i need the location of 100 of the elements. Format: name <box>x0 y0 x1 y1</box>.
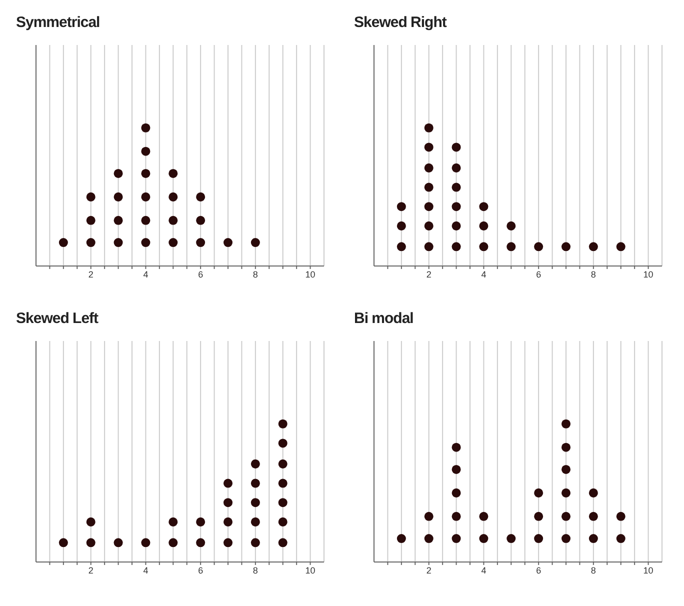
point <box>86 216 96 225</box>
point <box>588 512 598 521</box>
point <box>141 538 150 548</box>
point <box>278 459 288 468</box>
point <box>196 538 206 548</box>
point <box>278 517 288 526</box>
point <box>168 238 178 248</box>
point <box>278 498 288 508</box>
point <box>424 221 434 230</box>
point <box>168 517 178 526</box>
point <box>588 488 598 498</box>
point <box>250 517 260 526</box>
point <box>616 242 626 252</box>
point <box>141 216 150 225</box>
x-tick-label: 8 <box>590 565 596 576</box>
x-tick-label: 8 <box>252 269 258 280</box>
point <box>452 512 461 521</box>
point <box>141 238 150 248</box>
x-tick-label: 4 <box>143 565 148 576</box>
point <box>223 517 233 526</box>
point <box>278 419 288 428</box>
point <box>506 534 516 544</box>
point <box>196 216 206 225</box>
point <box>114 168 123 178</box>
point <box>452 163 461 172</box>
point <box>561 442 571 452</box>
point <box>424 534 434 544</box>
chart-title: Skewed Right <box>354 14 448 31</box>
x-tick-label: 2 <box>88 565 94 576</box>
point <box>561 534 571 544</box>
point <box>168 192 178 202</box>
point <box>114 238 123 248</box>
x-tick-label: 10 <box>305 269 316 280</box>
point <box>479 534 488 544</box>
point <box>452 488 461 498</box>
point <box>168 538 178 548</box>
chart-title: Symmetrical <box>16 14 101 31</box>
point <box>479 242 488 252</box>
chart-title: Bi modal <box>354 310 414 327</box>
point <box>141 192 150 202</box>
point <box>196 192 206 202</box>
point <box>86 517 96 526</box>
x-tick-label: 6 <box>536 565 542 576</box>
point <box>452 182 461 192</box>
point <box>250 459 260 468</box>
point <box>561 512 571 521</box>
point <box>479 221 488 230</box>
point <box>534 488 544 498</box>
point <box>561 488 571 498</box>
point <box>506 242 516 252</box>
point <box>424 512 434 521</box>
point <box>223 538 233 548</box>
point <box>114 216 123 225</box>
point <box>616 512 626 521</box>
point <box>396 221 406 230</box>
point <box>114 192 123 202</box>
point <box>396 534 406 544</box>
point <box>250 498 260 508</box>
point <box>250 538 260 548</box>
point <box>58 238 68 248</box>
point <box>424 142 434 152</box>
point <box>561 242 571 252</box>
point <box>141 146 150 156</box>
point <box>86 238 96 248</box>
point <box>452 534 461 544</box>
point <box>452 464 461 474</box>
point <box>141 168 150 178</box>
point <box>250 478 260 488</box>
point <box>424 182 434 192</box>
point <box>86 192 96 202</box>
x-tick-label: 6 <box>198 269 204 280</box>
point <box>396 202 406 212</box>
point <box>223 478 233 488</box>
point <box>168 168 178 178</box>
chart-title: Skewed Left <box>16 310 100 327</box>
x-tick-label: 10 <box>643 565 654 576</box>
point <box>452 202 461 212</box>
point <box>168 216 178 225</box>
point <box>396 242 406 252</box>
x-tick-label: 6 <box>536 269 542 280</box>
point <box>479 512 488 521</box>
point <box>588 242 598 252</box>
point <box>424 242 434 252</box>
x-tick-label: 4 <box>481 565 486 576</box>
point <box>452 142 461 152</box>
point <box>141 123 150 132</box>
point <box>58 538 68 548</box>
point <box>250 238 260 248</box>
point <box>479 202 488 212</box>
point <box>588 534 598 544</box>
x-tick-label: 2 <box>426 565 432 576</box>
x-tick-label: 6 <box>198 565 204 576</box>
x-tick-label: 10 <box>305 565 316 576</box>
point <box>534 512 544 521</box>
point <box>452 221 461 230</box>
point <box>86 538 96 548</box>
point <box>534 534 544 544</box>
point <box>534 242 544 252</box>
point <box>616 534 626 544</box>
x-tick-label: 8 <box>252 565 258 576</box>
